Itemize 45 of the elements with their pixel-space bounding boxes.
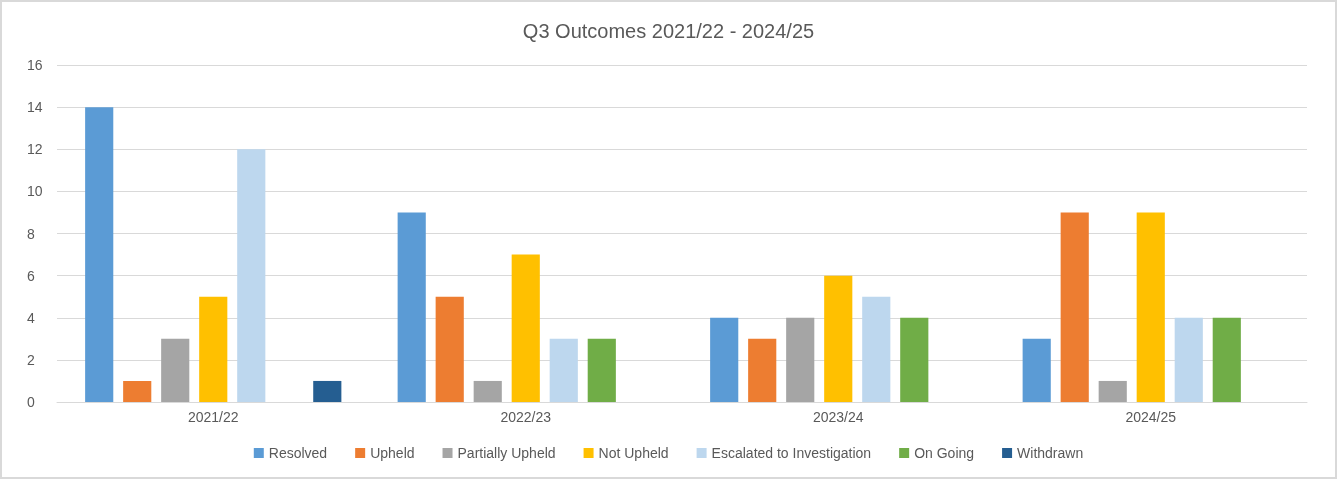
bar	[237, 149, 266, 402]
bar	[786, 317, 815, 402]
bar	[1022, 338, 1051, 402]
chart-title: Q3 Outcomes 2021/22 - 2024/25	[522, 20, 815, 42]
y-tick-label: 12	[27, 141, 43, 158]
bar	[1060, 212, 1089, 402]
bar	[161, 338, 190, 402]
legend-label: On Going	[914, 445, 975, 461]
x-tick-label: 2024/25	[1125, 409, 1177, 425]
bar	[900, 317, 929, 402]
y-tick-label: 14	[27, 99, 43, 116]
legend-label: Upheld	[370, 445, 415, 461]
bar	[862, 296, 891, 402]
bar	[397, 212, 426, 402]
bar	[199, 296, 228, 402]
bar	[123, 380, 152, 402]
y-tick-label: 0	[27, 394, 35, 410]
bar	[1212, 317, 1241, 402]
x-tick-label: 2022/23	[500, 409, 552, 425]
bar	[1136, 212, 1165, 402]
y-tick-label: 10	[27, 183, 43, 200]
y-tick-label: 6	[27, 267, 35, 284]
bar	[549, 338, 578, 402]
bar	[1174, 317, 1203, 402]
y-tick-label: 8	[27, 225, 35, 242]
legend-label: Partially Upheld	[457, 445, 556, 461]
legend-label: Resolved	[268, 445, 328, 461]
bar	[313, 380, 342, 402]
legend-label: Withdrawn	[1017, 445, 1084, 461]
bar	[435, 296, 464, 402]
bar	[710, 317, 739, 402]
bar	[748, 338, 777, 402]
y-tick-label: 2	[27, 351, 35, 368]
bar	[587, 338, 616, 402]
x-tick-label: 2021/22	[187, 409, 239, 425]
bar	[511, 254, 540, 402]
bar	[824, 275, 853, 402]
y-tick-label: 4	[27, 309, 35, 326]
bar	[85, 107, 114, 402]
legend-label: Escalated to Investigation	[711, 445, 872, 461]
x-tick-label: 2023/24	[812, 409, 864, 425]
legend-label: Not Upheld	[598, 445, 669, 461]
y-tick-label: 16	[27, 57, 43, 73]
bar	[473, 380, 502, 402]
bar	[1098, 380, 1127, 402]
